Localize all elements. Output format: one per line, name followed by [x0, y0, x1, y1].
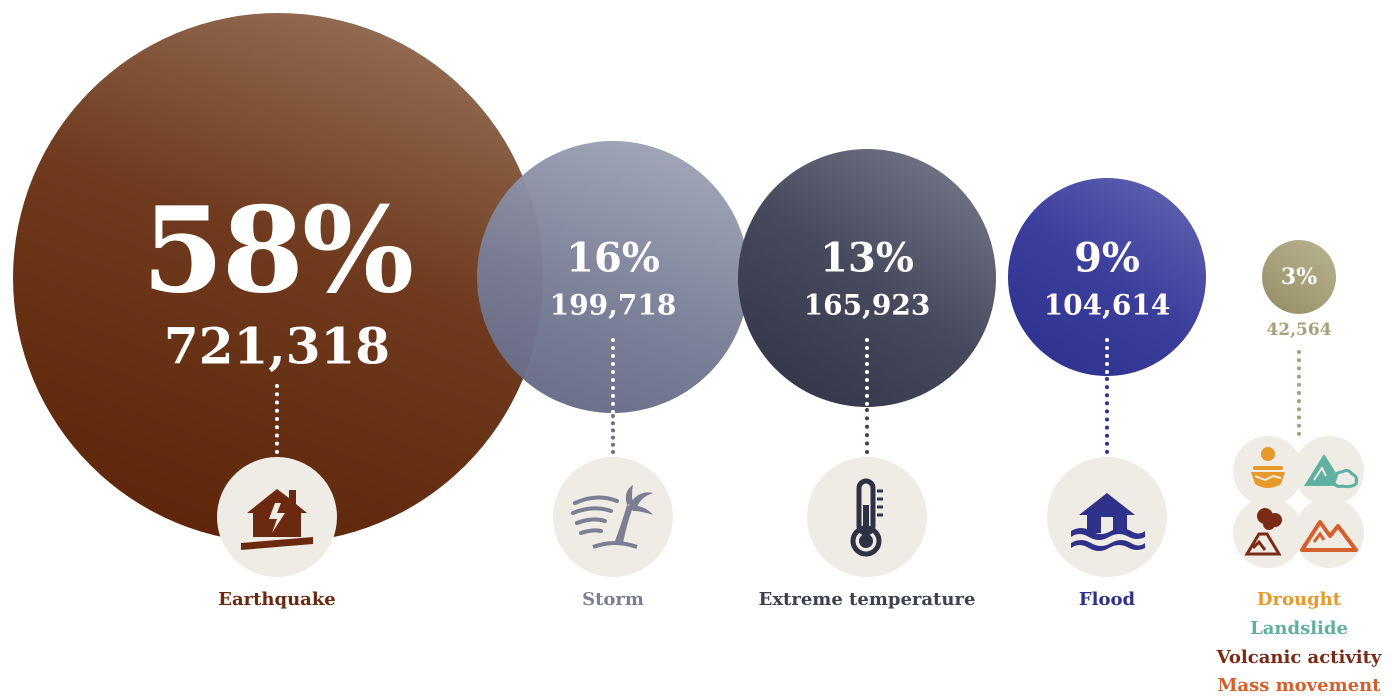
thermometer-icon — [850, 478, 883, 557]
label-mass-movement: Mass movement — [1217, 675, 1381, 696]
label-earthquake: Earthquake — [218, 589, 336, 610]
percent-other: 3% — [1280, 264, 1318, 290]
mass-movement-icon-circle — [1294, 498, 1364, 568]
volcano-icon — [1244, 508, 1282, 556]
label-extreme-temperature: Extreme temperature — [758, 589, 976, 610]
percent-storm: 16% — [566, 234, 660, 282]
label-landslide: Landslide — [1250, 618, 1348, 639]
count-flood: 104,614 — [1043, 288, 1171, 322]
earthquake-house-icon — [241, 489, 313, 550]
bubble-other — [1262, 240, 1336, 314]
flood-icon-circle — [1047, 457, 1167, 577]
connector-other — [1297, 350, 1301, 436]
landslide-icon — [1304, 454, 1358, 489]
bubble-earthquake — [13, 13, 543, 543]
label-drought: Drought — [1256, 589, 1342, 610]
percent-flood: 9% — [1074, 234, 1140, 282]
count-earthquake: 721,318 — [163, 316, 391, 376]
drought-icon-circle — [1233, 436, 1303, 506]
extreme-temperature-icon-circle — [807, 457, 927, 577]
count-storm: 199,718 — [549, 288, 677, 322]
drought-icon — [1251, 447, 1285, 488]
connector-extreme-temperature-lower — [865, 408, 869, 454]
percent-extreme-temperature: 13% — [820, 234, 914, 282]
count-other: 42,564 — [1266, 320, 1332, 340]
earthquake-icon-circle — [217, 457, 337, 577]
label-volcanic-activity: Volcanic activity — [1216, 647, 1382, 668]
connector-extreme-temperature — [865, 338, 869, 454]
storm-icon-circle — [553, 457, 673, 577]
percent-earthquake: 58% — [141, 180, 414, 320]
connector-flood-lower — [1105, 377, 1109, 454]
storm-palm-tree-icon — [571, 485, 653, 549]
count-extreme-temperature: 165,923 — [803, 288, 931, 322]
flooded-house-icon — [1071, 493, 1145, 551]
label-flood: Flood — [1078, 589, 1136, 610]
connector-storm-lower — [611, 414, 615, 454]
connector-earthquake — [275, 384, 279, 454]
volcanic-activity-icon-circle — [1233, 498, 1303, 568]
landslide-icon-circle — [1294, 436, 1364, 506]
label-storm: Storm — [582, 589, 644, 610]
connector-storm — [611, 338, 615, 454]
mass-movement-icon — [1300, 520, 1358, 552]
